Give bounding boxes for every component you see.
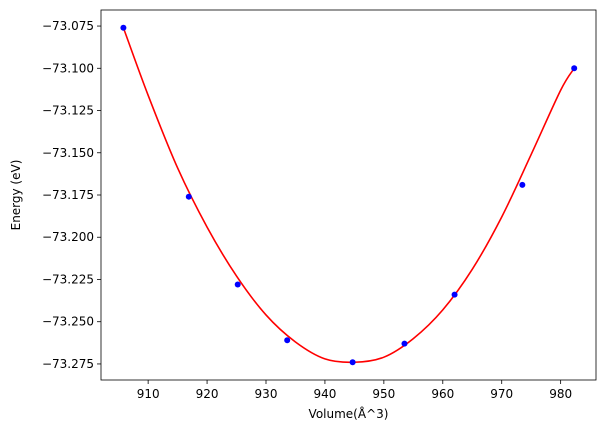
y-tick-label: −73.250 [42,315,94,329]
y-axis-title: Energy (eV) [9,160,23,231]
data-point [401,340,408,347]
x-tick-label: 910 [137,387,160,401]
x-tick-label: 950 [372,387,395,401]
x-tick-label: 980 [549,387,572,401]
y-tick-label: −73.100 [42,61,94,75]
data-point [519,181,526,188]
x-tick-label: 930 [255,387,278,401]
y-tick-label: −73.175 [42,188,94,202]
data-point [349,359,356,366]
x-tick-label: 960 [431,387,454,401]
x-axis-title: Volume(Å^3) [309,406,389,421]
y-tick-label: −73.125 [42,104,94,118]
data-point [451,291,458,298]
data-point [234,281,241,288]
x-tick-label: 940 [313,387,336,401]
y-tick-label: −73.150 [42,146,94,160]
x-tick-label: 970 [490,387,513,401]
y-tick-label: −73.275 [42,357,94,371]
y-tick-label: −73.225 [42,272,94,286]
y-axis-ticks: −73.275 −73.250 −73.225 −73.200 −73.175 −73.1… [42,19,101,371]
data-point [284,337,291,344]
y-tick-label: −73.200 [42,230,94,244]
x-tick-label: 920 [196,387,219,401]
data-points-layer [120,24,578,366]
x-axis-ticks: 910 920 930 940 950 960 970 980 [137,380,572,401]
y-tick-label: −73.075 [42,19,94,33]
data-point [571,65,578,72]
data-point [185,193,192,200]
data-point [120,24,127,31]
